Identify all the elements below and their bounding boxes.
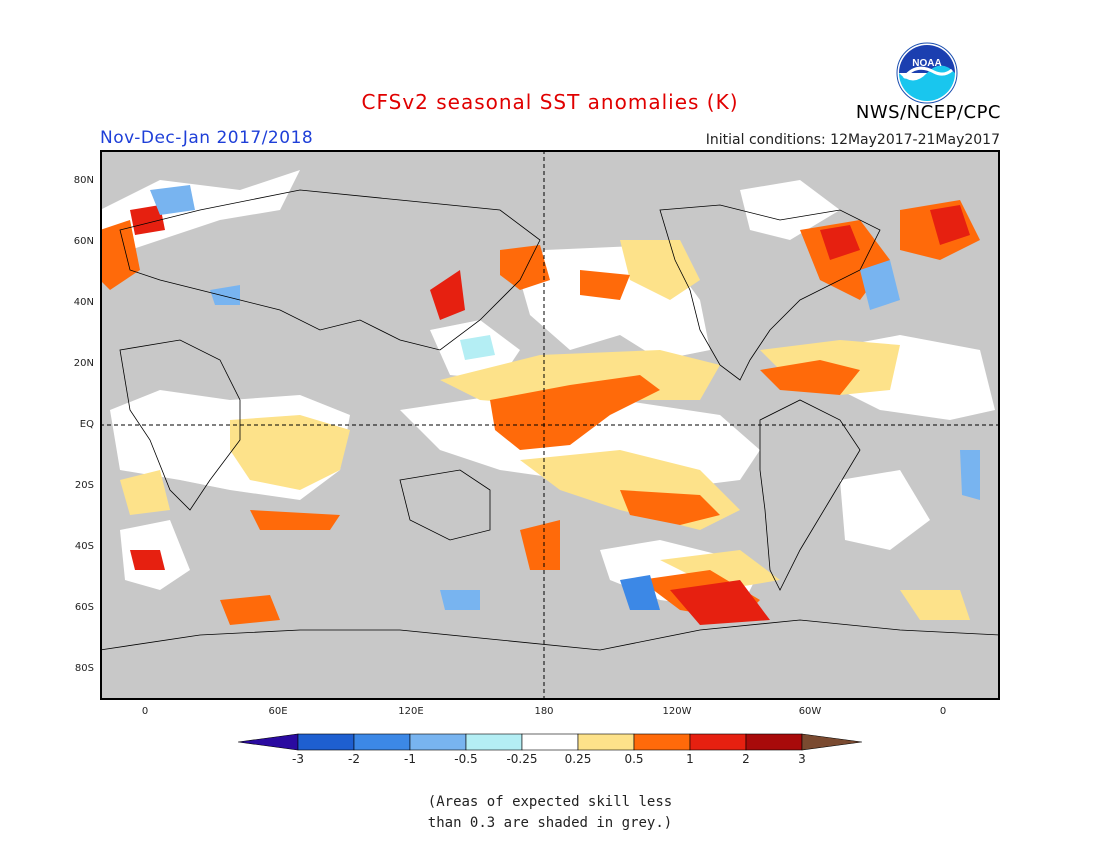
colorbar-segment: [745, 733, 803, 751]
x-tick-label: 60E: [268, 706, 288, 717]
agency-label: NWS/NCEP/CPC: [855, 102, 1001, 123]
colorbar-label: -3: [292, 752, 304, 766]
colorbar-label: -0.5: [454, 752, 478, 766]
colorbar-segment: [521, 733, 579, 751]
colorbar-label: -0.25: [506, 752, 538, 766]
y-tick-label: 20N: [73, 358, 94, 369]
y-tick-label: EQ: [79, 419, 94, 430]
x-tick-label: 60W: [798, 706, 822, 717]
colorbar-label: 0.25: [564, 752, 592, 766]
colorbar-segment: [465, 733, 523, 751]
x-tick-label: 0: [939, 706, 947, 717]
colorbar-label: -2: [348, 752, 360, 766]
colorbar-label: 1: [686, 752, 694, 766]
colorbar-segment: [297, 733, 355, 751]
season-label: Nov-Dec-Jan 2017/2018: [100, 128, 314, 148]
colorbar: [238, 733, 862, 751]
x-tick-label: 120E: [398, 706, 424, 717]
y-tick-label: 60S: [74, 602, 94, 613]
sst-anomaly-map: [100, 150, 1000, 700]
x-tick-label: 120W: [662, 706, 692, 717]
y-tick-label: 20S: [74, 480, 94, 491]
colorbar-label: -1: [404, 752, 416, 766]
colorbar-segment: [689, 733, 747, 751]
colorbar-segment: [577, 733, 635, 751]
y-tick-label: 40N: [73, 297, 94, 308]
y-tick-label: 80N: [73, 175, 94, 186]
noaa-logo: NOAA: [896, 42, 958, 104]
initial-conditions-label: Initial conditions: 12May2017-21May2017: [705, 132, 1000, 148]
colorbar-label: 2: [742, 752, 750, 766]
skill-note-line: than 0.3 are shaded in grey.): [427, 815, 673, 831]
warm-anomaly-1-areas: [130, 205, 970, 625]
colorbar-segment: [633, 733, 691, 751]
colorbar-label: 0.5: [624, 752, 644, 766]
cold-anomaly-areas: [150, 185, 980, 610]
colorbar-segment: [238, 733, 299, 751]
colorbar-label: 3: [798, 752, 806, 766]
y-tick-label: 40S: [74, 541, 94, 552]
y-tick-label: 80S: [74, 663, 94, 674]
colorbar-segment: [801, 733, 862, 751]
map-frame: [100, 150, 1000, 700]
map-title: CFSv2 seasonal SST anomalies (K): [361, 90, 739, 114]
skill-note-line: (Areas of expected skill less: [427, 794, 673, 810]
skill-note: (Areas of expected skill less than 0.3 a…: [0, 792, 1100, 834]
colorbar-segment: [353, 733, 411, 751]
coastlines: [100, 189, 1000, 651]
x-tick-label: 0: [141, 706, 149, 717]
svg-text:NOAA: NOAA: [912, 58, 941, 69]
y-tick-label: 60N: [73, 236, 94, 247]
colorbar-segment: [409, 733, 467, 751]
x-tick-label: 180: [534, 706, 554, 717]
